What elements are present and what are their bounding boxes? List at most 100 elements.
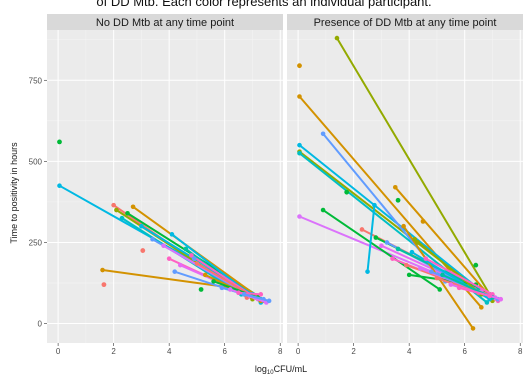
data-point — [241, 292, 247, 297]
data-point — [372, 202, 377, 208]
data-point — [57, 139, 62, 145]
data-point — [384, 240, 390, 245]
data-point — [258, 292, 264, 297]
y-tick-label: 500 — [29, 157, 43, 166]
data-point — [473, 262, 479, 268]
data-point — [320, 207, 326, 213]
data-point — [161, 243, 166, 248]
data-point — [420, 218, 426, 224]
data-point — [177, 262, 183, 268]
data-point — [448, 282, 454, 287]
data-point — [219, 285, 225, 291]
x-tick-label: 6 — [462, 347, 467, 356]
figure-caption: of DD Mtb. Each color represents an indi… — [96, 0, 432, 9]
data-point — [114, 207, 119, 213]
data-point — [487, 293, 492, 299]
panel-1: No DD Mtb at any time point 0 2 4 6 8 0 250 500 7… — [29, 14, 283, 356]
data-point — [395, 246, 401, 252]
facet-strip — [287, 14, 523, 30]
data-point — [227, 287, 233, 292]
data-point — [392, 185, 398, 190]
series-line — [394, 186, 488, 294]
data-point — [101, 282, 107, 288]
data-point — [189, 253, 194, 258]
data-point — [484, 300, 490, 305]
data-point — [479, 305, 484, 310]
data-point — [100, 267, 105, 273]
data-point — [373, 235, 379, 240]
data-point — [401, 223, 406, 229]
facet-strip — [47, 14, 283, 30]
x-tick-label: 8 — [518, 347, 523, 356]
data-point — [297, 214, 302, 219]
series-line — [243, 293, 271, 302]
data-point — [119, 215, 125, 221]
x-tick-label: 0 — [296, 347, 301, 356]
data-point — [423, 256, 429, 261]
data-point — [417, 266, 423, 271]
data-point — [191, 256, 197, 262]
data-point — [297, 150, 302, 156]
y-tick-label: 250 — [29, 238, 43, 247]
data-point — [365, 269, 370, 274]
series-line — [424, 257, 494, 296]
data-point — [390, 256, 395, 261]
x-tick-label: 4 — [167, 347, 172, 356]
data-point — [111, 202, 116, 208]
data-point — [379, 243, 384, 248]
x-axis-title: log10CFU/mL — [255, 364, 307, 376]
facet-strip-label: Presence of DD Mtb at any time point — [314, 17, 497, 29]
y-tick-label: 750 — [29, 76, 43, 85]
data-point — [169, 232, 175, 237]
data-point — [57, 183, 62, 188]
series-line — [458, 286, 491, 297]
data-point — [434, 275, 440, 281]
data-point — [172, 269, 178, 274]
data-point — [198, 287, 204, 292]
data-point — [498, 296, 504, 302]
data-point — [409, 249, 415, 255]
data-point — [404, 262, 409, 268]
data-point — [297, 63, 302, 69]
y-axis-title: Time to positivity in hours — [9, 142, 19, 244]
x-tick-label: 0 — [56, 347, 61, 356]
data-point — [202, 272, 208, 278]
data-point — [406, 272, 412, 278]
x-tick-label: 4 — [407, 347, 412, 356]
data-point — [437, 287, 443, 292]
x-tick-label: 2 — [111, 347, 116, 356]
data-point — [150, 236, 155, 242]
data-point — [429, 269, 434, 274]
series-line — [366, 204, 376, 273]
data-point — [297, 94, 302, 99]
x-tick-label: 8 — [278, 347, 283, 356]
panel-2: Presence of DD Mtb at any time point 0 2 4 6… — [287, 14, 523, 356]
data-point — [359, 227, 365, 232]
data-point — [344, 189, 350, 195]
series-line — [195, 262, 254, 297]
data-point — [334, 35, 340, 41]
series-line — [335, 37, 491, 296]
data-point — [440, 272, 445, 278]
x-tick-label: 6 — [222, 347, 227, 356]
data-point — [140, 248, 146, 253]
data-point — [266, 298, 272, 304]
data-point — [236, 290, 241, 296]
series-line — [413, 238, 483, 296]
data-point — [297, 142, 302, 148]
y-tick-label: 0 — [38, 320, 43, 329]
x-tick-label: 2 — [351, 347, 356, 356]
data-point — [395, 197, 401, 203]
data-point — [125, 210, 130, 216]
data-point — [130, 204, 136, 210]
data-point — [412, 236, 418, 242]
data-point — [470, 326, 476, 331]
data-point — [139, 223, 144, 229]
data-point — [415, 240, 420, 245]
svg-text:log10CFU/mL: log10CFU/mL — [255, 364, 307, 376]
data-point — [194, 261, 200, 266]
series-line — [101, 269, 235, 289]
data-point — [166, 256, 172, 261]
facet-strip-label: No DD Mtb at any time point — [96, 17, 234, 29]
